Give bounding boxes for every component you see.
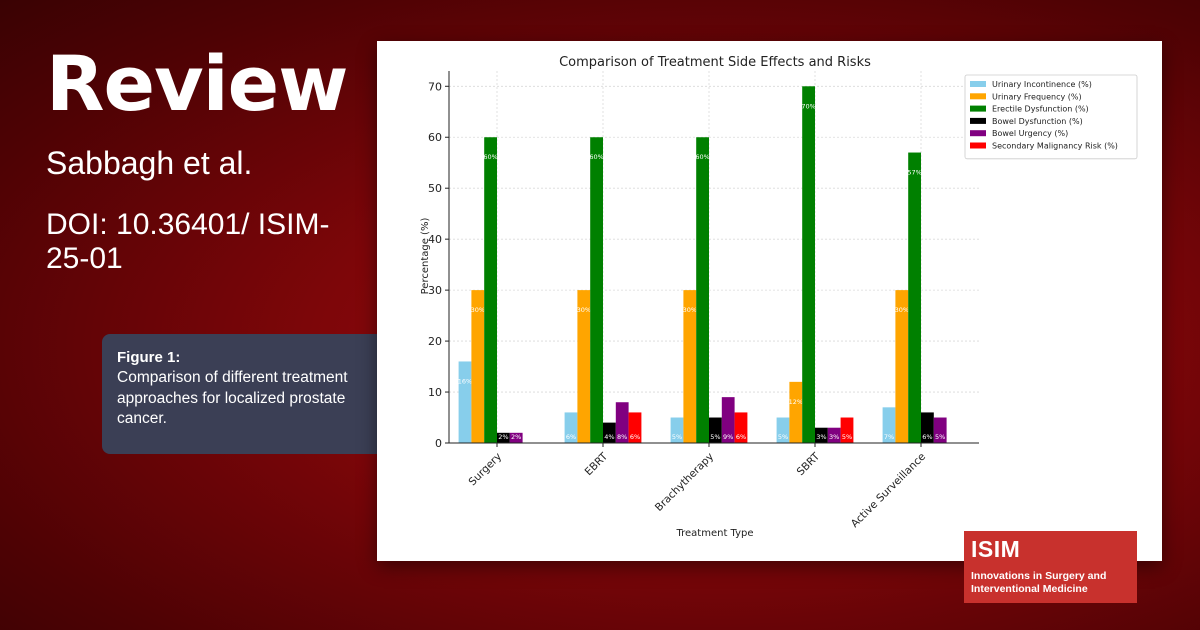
data-label-3-0: 2% — [498, 433, 508, 441]
data-label-4-4: 5% — [935, 433, 945, 441]
bar-4-0 — [509, 432, 523, 443]
data-label-1-0: 30% — [471, 306, 485, 314]
bar-2-1 — [590, 137, 603, 443]
bar-4-3 — [827, 427, 841, 443]
bar-2-3 — [802, 86, 815, 444]
legend-label-1: Urinary Frequency (%) — [992, 92, 1082, 101]
x-axis-label: Treatment Type — [675, 528, 753, 539]
x-tick-label: Surgery — [467, 451, 505, 489]
bar-1-2 — [683, 290, 697, 443]
data-label-2-3: 70% — [801, 102, 815, 110]
legend-swatch-5 — [970, 142, 986, 149]
y-tick-label: 40 — [428, 233, 442, 246]
legend-label-2: Erectile Dysfunction (%) — [992, 105, 1089, 114]
y-tick-label: 70 — [428, 80, 442, 93]
bar-1-1 — [577, 290, 591, 443]
data-label-2-4: 57% — [907, 169, 921, 177]
data-label-3-2: 5% — [710, 433, 720, 441]
data-label-4-2: 9% — [723, 433, 733, 441]
chart-card: 16% 30% 60% 2% 2% 6% 30% 60% 4% 8% 6% 5% 30% 60% 5% 9% 6… — [377, 41, 1162, 561]
legend-swatch-1 — [970, 93, 986, 100]
bars-layer: 16%30%60%2% 2% 6%30%60%4% 8% 6% 5%30%60%5% 9% 6… — [458, 86, 947, 444]
logo-acronym: ISIM — [971, 536, 1021, 562]
bar-0-3 — [776, 417, 790, 443]
bar-5-1 — [628, 412, 642, 443]
data-label-0-4: 7% — [884, 433, 894, 441]
bar-5-3 — [840, 417, 854, 443]
data-label-0-3: 5% — [778, 433, 788, 441]
data-label-1-3: 12% — [789, 398, 803, 406]
y-tick-label: 30 — [428, 284, 442, 297]
legend-label-4: Bowel Urgency (%) — [992, 129, 1068, 138]
x-tick-label: Brachytherapy — [653, 451, 716, 514]
chart-legend: Urinary Incontinence (%) Urinary Frequenc… — [964, 74, 1138, 160]
bar-0-1 — [564, 412, 578, 443]
bar-1-0 — [471, 290, 485, 443]
bar-2-4 — [908, 152, 921, 443]
y-tick-label: 60 — [428, 131, 442, 144]
legend-swatch-0 — [970, 81, 986, 87]
bar-2-2 — [696, 137, 709, 443]
y-tick-label: 10 — [428, 386, 442, 399]
data-label-3-3: 3% — [816, 433, 826, 441]
bar-0-4 — [882, 407, 896, 443]
legend-label-3: Bowel Dysfunction (%) — [992, 117, 1083, 126]
y-axis-label: Percentage (%) — [420, 218, 431, 295]
data-label-0-1: 6% — [566, 433, 576, 441]
legend-label-0: Urinary Incontinence (%) — [992, 80, 1092, 89]
y-tick-label: 0 — [435, 437, 442, 450]
figure-caption-text: Comparison of different treatment approa… — [117, 368, 348, 428]
bar-4-1 — [615, 402, 629, 443]
data-label-0-0: 16% — [458, 377, 472, 385]
legend-swatch-4 — [970, 130, 986, 137]
figure-caption-label: Figure 1: — [117, 349, 181, 366]
legend-swatch-3 — [970, 117, 986, 124]
page-title: Review — [46, 39, 348, 128]
doi-text: DOI: 10.36401/ ISIM-25-01 — [46, 208, 330, 275]
data-label-4-3: 3% — [829, 433, 839, 441]
bar-2-0 — [484, 137, 497, 443]
bar-0-2 — [670, 417, 684, 443]
data-label-5-3: 5% — [842, 433, 852, 441]
chart-title: Comparison of Treatment Side Effects and… — [559, 55, 871, 70]
data-label-1-4: 30% — [895, 306, 909, 314]
x-tick-label: Active Surveillance — [849, 451, 928, 530]
bar-1-3 — [789, 381, 803, 443]
y-tick-label: 50 — [428, 182, 442, 195]
data-label-3-4: 6% — [922, 433, 932, 441]
bar-0-0 — [458, 361, 472, 443]
legend-frame — [964, 74, 1138, 160]
bar-4-2 — [721, 397, 735, 443]
data-label-5-1: 6% — [630, 433, 640, 441]
logo-name: Innovations in Surgery and Interventiona… — [971, 570, 1107, 595]
bar-3-3 — [815, 427, 828, 443]
bar-chart: 16%30%60%2% 2% 6%30%60%4% 8% 6% 5%30%60%5% 9% 6… — [420, 55, 1138, 539]
bar-1-4 — [895, 290, 909, 443]
y-tick-label: 20 — [428, 335, 442, 348]
x-tick-label: SBRT — [795, 450, 823, 478]
data-label-2-0: 60% — [483, 153, 497, 161]
data-label-4-0: 2% — [511, 433, 521, 441]
bar-5-2 — [734, 412, 748, 443]
data-label-0-2: 5% — [672, 433, 682, 441]
data-label-3-1: 4% — [604, 433, 614, 441]
bar-3-0 — [497, 432, 510, 443]
legend-label-5: Secondary Malignancy Risk (%) — [992, 142, 1118, 151]
authors-text: Sabbagh et al. — [46, 145, 253, 181]
legend-swatch-2 — [970, 105, 986, 112]
isim-logo: ISIM Innovations in Surgery and Interven… — [964, 531, 1137, 603]
x-tick-label: EBRT — [583, 450, 611, 478]
data-label-2-2: 60% — [695, 153, 709, 161]
bar-3-2 — [709, 417, 722, 443]
data-label-2-1: 60% — [589, 153, 603, 161]
bar-4-4 — [933, 417, 947, 443]
figure-caption-box: Figure 1: Comparison of different treatm… — [102, 334, 407, 454]
bar-3-4 — [921, 412, 934, 443]
data-label-1-1: 30% — [577, 306, 591, 314]
bar-3-1 — [603, 422, 616, 443]
data-label-5-2: 6% — [736, 433, 746, 441]
data-label-4-1: 8% — [617, 433, 627, 441]
data-label-1-2: 30% — [683, 306, 697, 314]
